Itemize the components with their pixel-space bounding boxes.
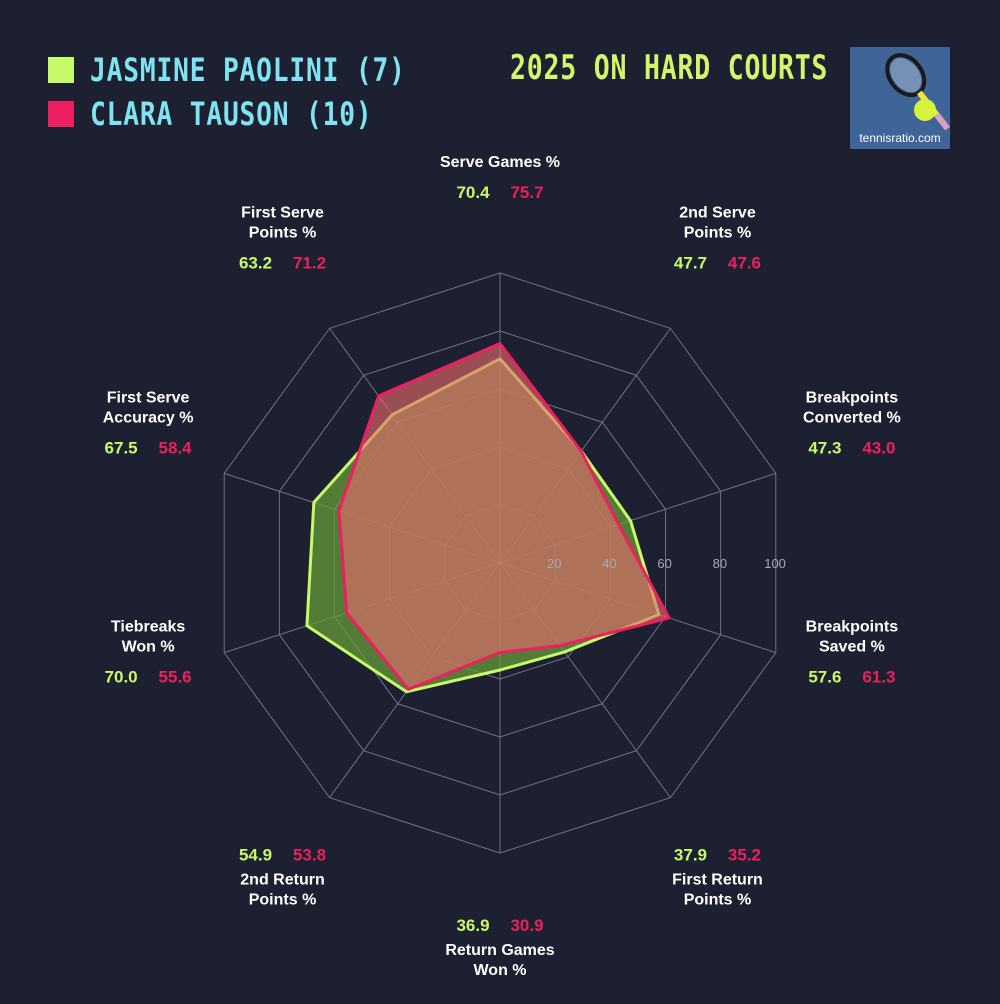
tick-label-3: 60 bbox=[657, 556, 671, 571]
axis-label-8-line-1: Tiebreaks bbox=[111, 618, 186, 635]
value-label-axis-8-series-1: 70.0 bbox=[105, 667, 138, 686]
axis-label-9-line-1: First Serve bbox=[107, 390, 190, 407]
tick-label-4: 80 bbox=[713, 556, 727, 571]
series-area-2 bbox=[337, 341, 671, 691]
value-label-axis-10-series-1: 63.2 bbox=[239, 254, 272, 273]
axis-label-3-line-2: Converted % bbox=[803, 410, 901, 427]
legend: JASMINE PAOLINI (7) CLARA TAUSON (10) bbox=[48, 48, 475, 136]
axis-label-6-line-2: Won % bbox=[473, 962, 526, 979]
legend-label-tauson: CLARA TAUSON (10) bbox=[90, 95, 373, 133]
axis-label-3-line-1: Breakpoints bbox=[806, 390, 899, 407]
value-label-axis-7-series-2: 53.8 bbox=[293, 845, 326, 864]
axis-label-6-line-1: Return Games bbox=[445, 942, 554, 959]
racket-ball-icon bbox=[850, 47, 950, 149]
tick-label-1: 20 bbox=[547, 556, 561, 571]
value-label-axis-1-series-1: 70.4 bbox=[456, 183, 490, 202]
axis-label-10-line-1: First Serve bbox=[241, 205, 324, 222]
chart-title: 2025 ON HARD COURTS bbox=[510, 48, 829, 88]
value-label-axis-5-series-2: 35.2 bbox=[728, 845, 761, 864]
value-label-axis-3-series-1: 47.3 bbox=[808, 439, 841, 458]
value-label-axis-2-series-2: 47.6 bbox=[728, 254, 761, 273]
value-label-axis-5-series-1: 37.9 bbox=[674, 845, 707, 864]
value-label-axis-3-series-2: 43.0 bbox=[862, 439, 895, 458]
tick-label-2: 40 bbox=[602, 556, 616, 571]
legend-item-paolini: JASMINE PAOLINI (7) bbox=[48, 48, 475, 92]
legend-swatch-tauson bbox=[48, 101, 74, 127]
tick-label-5: 100 bbox=[764, 556, 786, 571]
value-label-axis-4-series-1: 57.6 bbox=[808, 667, 841, 686]
axis-label-4-line-1: Breakpoints bbox=[806, 618, 899, 635]
axis-label-4-line-2: Saved % bbox=[819, 638, 885, 655]
value-label-axis-2-series-1: 47.7 bbox=[674, 254, 707, 273]
axis-label-5-line-2: Points % bbox=[684, 891, 752, 908]
value-label-axis-10-series-2: 71.2 bbox=[293, 254, 326, 273]
axis-label-2-line-1: 2nd Serve bbox=[679, 205, 756, 222]
legend-label-paolini: JASMINE PAOLINI (7) bbox=[90, 51, 406, 89]
value-label-axis-1-series-2: 75.7 bbox=[510, 183, 543, 202]
axis-label-1-line-1: Serve Games % bbox=[440, 154, 560, 171]
axis-label-8-line-2: Won % bbox=[122, 638, 175, 655]
axis-label-9-line-2: Accuracy % bbox=[103, 410, 194, 427]
value-label-axis-6-series-1: 36.9 bbox=[456, 916, 489, 935]
axis-label-7-line-2: Points % bbox=[249, 891, 317, 908]
axis-label-5-line-1: First Return bbox=[672, 871, 763, 888]
legend-swatch-paolini bbox=[48, 57, 74, 83]
axis-label-7-line-1: 2nd Return bbox=[240, 871, 324, 888]
value-label-axis-9-series-1: 67.5 bbox=[105, 439, 138, 458]
logo-text: tennisratio.com bbox=[859, 131, 941, 145]
axis-label-2-line-2: Points % bbox=[684, 225, 752, 242]
value-label-axis-4-series-2: 61.3 bbox=[862, 667, 895, 686]
value-label-axis-8-series-2: 55.6 bbox=[159, 667, 192, 686]
value-label-axis-7-series-1: 54.9 bbox=[239, 845, 272, 864]
value-label-axis-9-series-2: 58.4 bbox=[159, 439, 193, 458]
axis-label-10-line-2: Points % bbox=[249, 225, 317, 242]
value-label-axis-6-series-2: 30.9 bbox=[510, 916, 543, 935]
tennisratio-logo[interactable]: tennisratio.com bbox=[850, 47, 950, 149]
legend-item-tauson: CLARA TAUSON (10) bbox=[48, 92, 475, 136]
